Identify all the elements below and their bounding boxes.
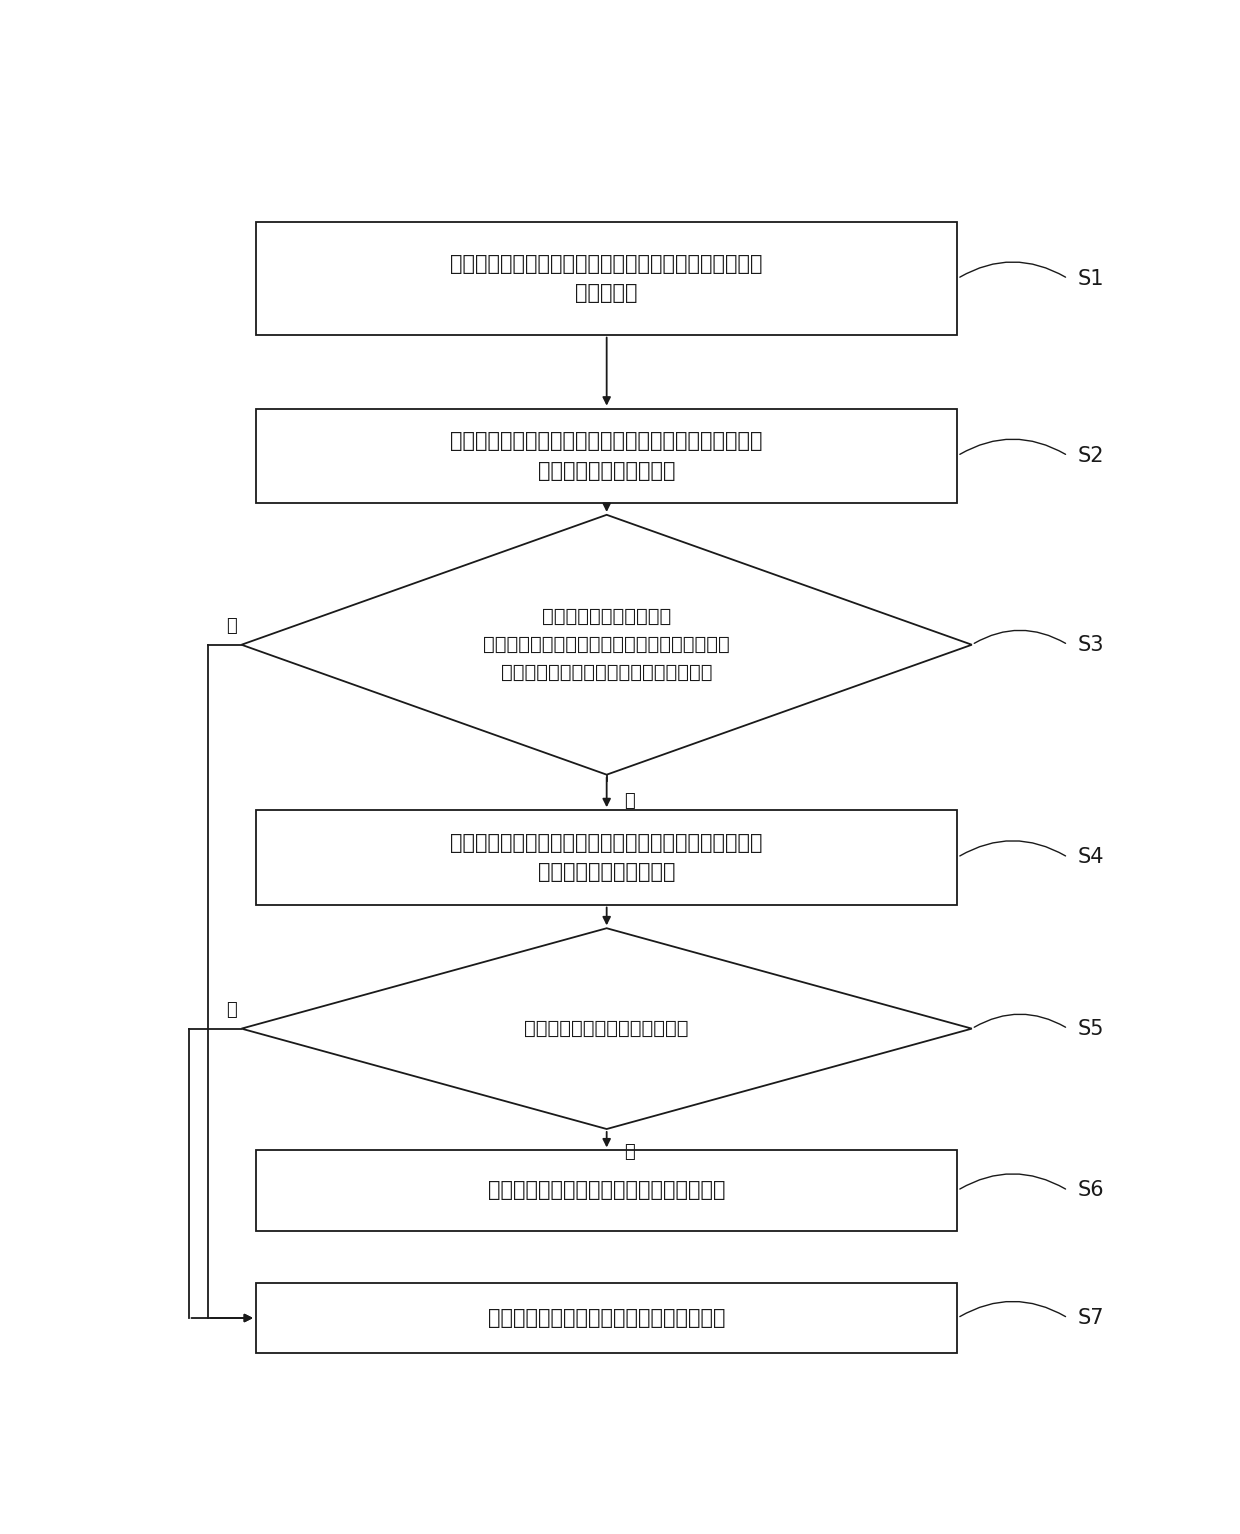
Text: 判断所述上波样本属性段
与所述初至点之间的第一距离是否大于所述下波
样本属性段与所述初至点之间的第二距离: 判断所述上波样本属性段 与所述初至点之间的第一距离是否大于所述下波 样本属性段与… [484, 607, 730, 683]
Bar [255, 222, 957, 334]
Bar [255, 810, 957, 905]
Text: S3: S3 [1078, 635, 1104, 655]
Polygon shape [242, 515, 972, 775]
Text: 求取初至点并计算所述初至点所在样本属性段，记为初至
样本属性段: 求取初至点并计算所述初至点所在样本属性段，记为初至 样本属性段 [450, 253, 763, 304]
Text: 是: 是 [624, 1143, 635, 1161]
Bar [255, 1150, 957, 1230]
Text: 否: 否 [624, 793, 635, 810]
Text: 将所述初至点归位到所述上波样本属性段中: 将所述初至点归位到所述上波样本属性段中 [487, 1181, 725, 1201]
Text: 获取分别位于所述初至样本属性段上方和下方的上波样本
属性段和下波样本属性段: 获取分别位于所述初至样本属性段上方和下方的上波样本 属性段和下波样本属性段 [450, 431, 763, 480]
Text: 将所述初至点归位到所述下波样本属性段中: 将所述初至点归位到所述下波样本属性段中 [487, 1309, 725, 1328]
Text: S1: S1 [1078, 268, 1104, 288]
Polygon shape [242, 928, 972, 1129]
Text: S4: S4 [1078, 847, 1104, 867]
Text: 判断所述比值是否大于预设阈值: 判断所述比值是否大于预设阈值 [525, 1019, 689, 1039]
Text: 是: 是 [226, 617, 237, 635]
Bar [255, 408, 957, 503]
Text: 计算所述初至样本属性段的包络能量和与所述下波样本属
性段的包络能量和的比值: 计算所述初至样本属性段的包络能量和与所述下波样本属 性段的包络能量和的比值 [450, 833, 763, 882]
Text: S2: S2 [1078, 446, 1104, 466]
Text: S6: S6 [1078, 1181, 1104, 1201]
Text: 否: 否 [226, 1002, 237, 1019]
Text: S7: S7 [1078, 1309, 1104, 1328]
Bar [255, 1282, 957, 1353]
Text: S5: S5 [1078, 1019, 1104, 1039]
